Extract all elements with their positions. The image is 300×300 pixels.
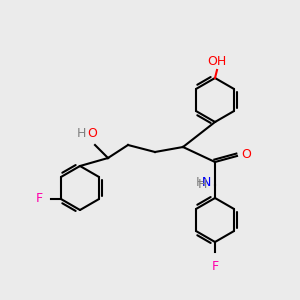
Text: H: H <box>196 176 205 190</box>
Text: H: H <box>198 178 207 190</box>
Text: F: F <box>36 193 43 206</box>
Text: H: H <box>76 127 86 140</box>
Text: N: N <box>202 176 211 190</box>
Text: F: F <box>212 260 219 273</box>
Text: O: O <box>87 127 97 140</box>
Text: O: O <box>241 148 251 160</box>
Text: OH: OH <box>207 55 226 68</box>
